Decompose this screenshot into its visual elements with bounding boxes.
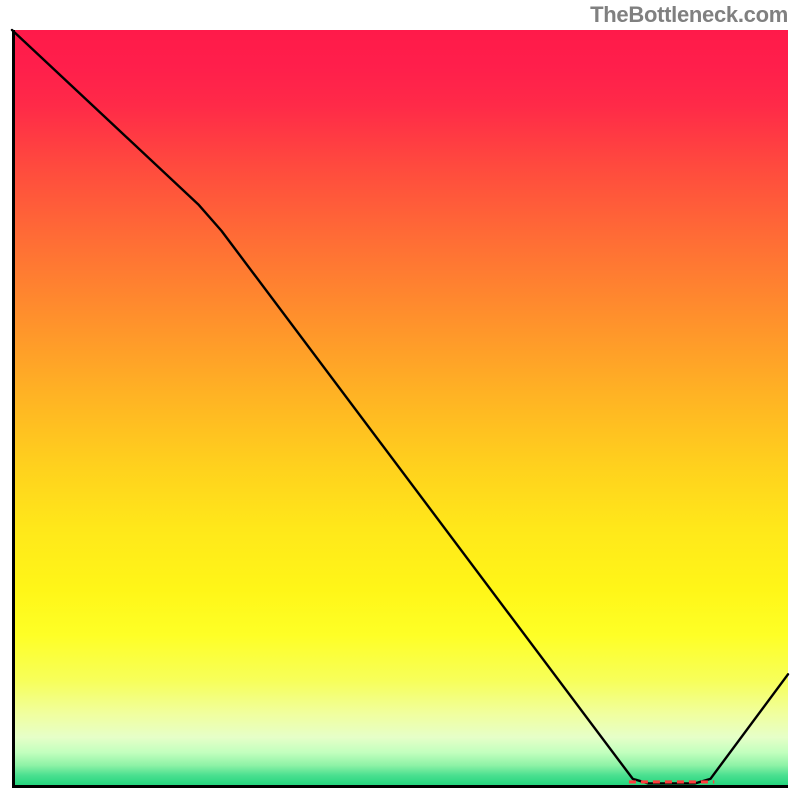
attribution-text: TheBottleneck.com xyxy=(590,2,788,28)
chart-svg xyxy=(10,28,790,790)
bottleneck-chart xyxy=(10,28,790,790)
